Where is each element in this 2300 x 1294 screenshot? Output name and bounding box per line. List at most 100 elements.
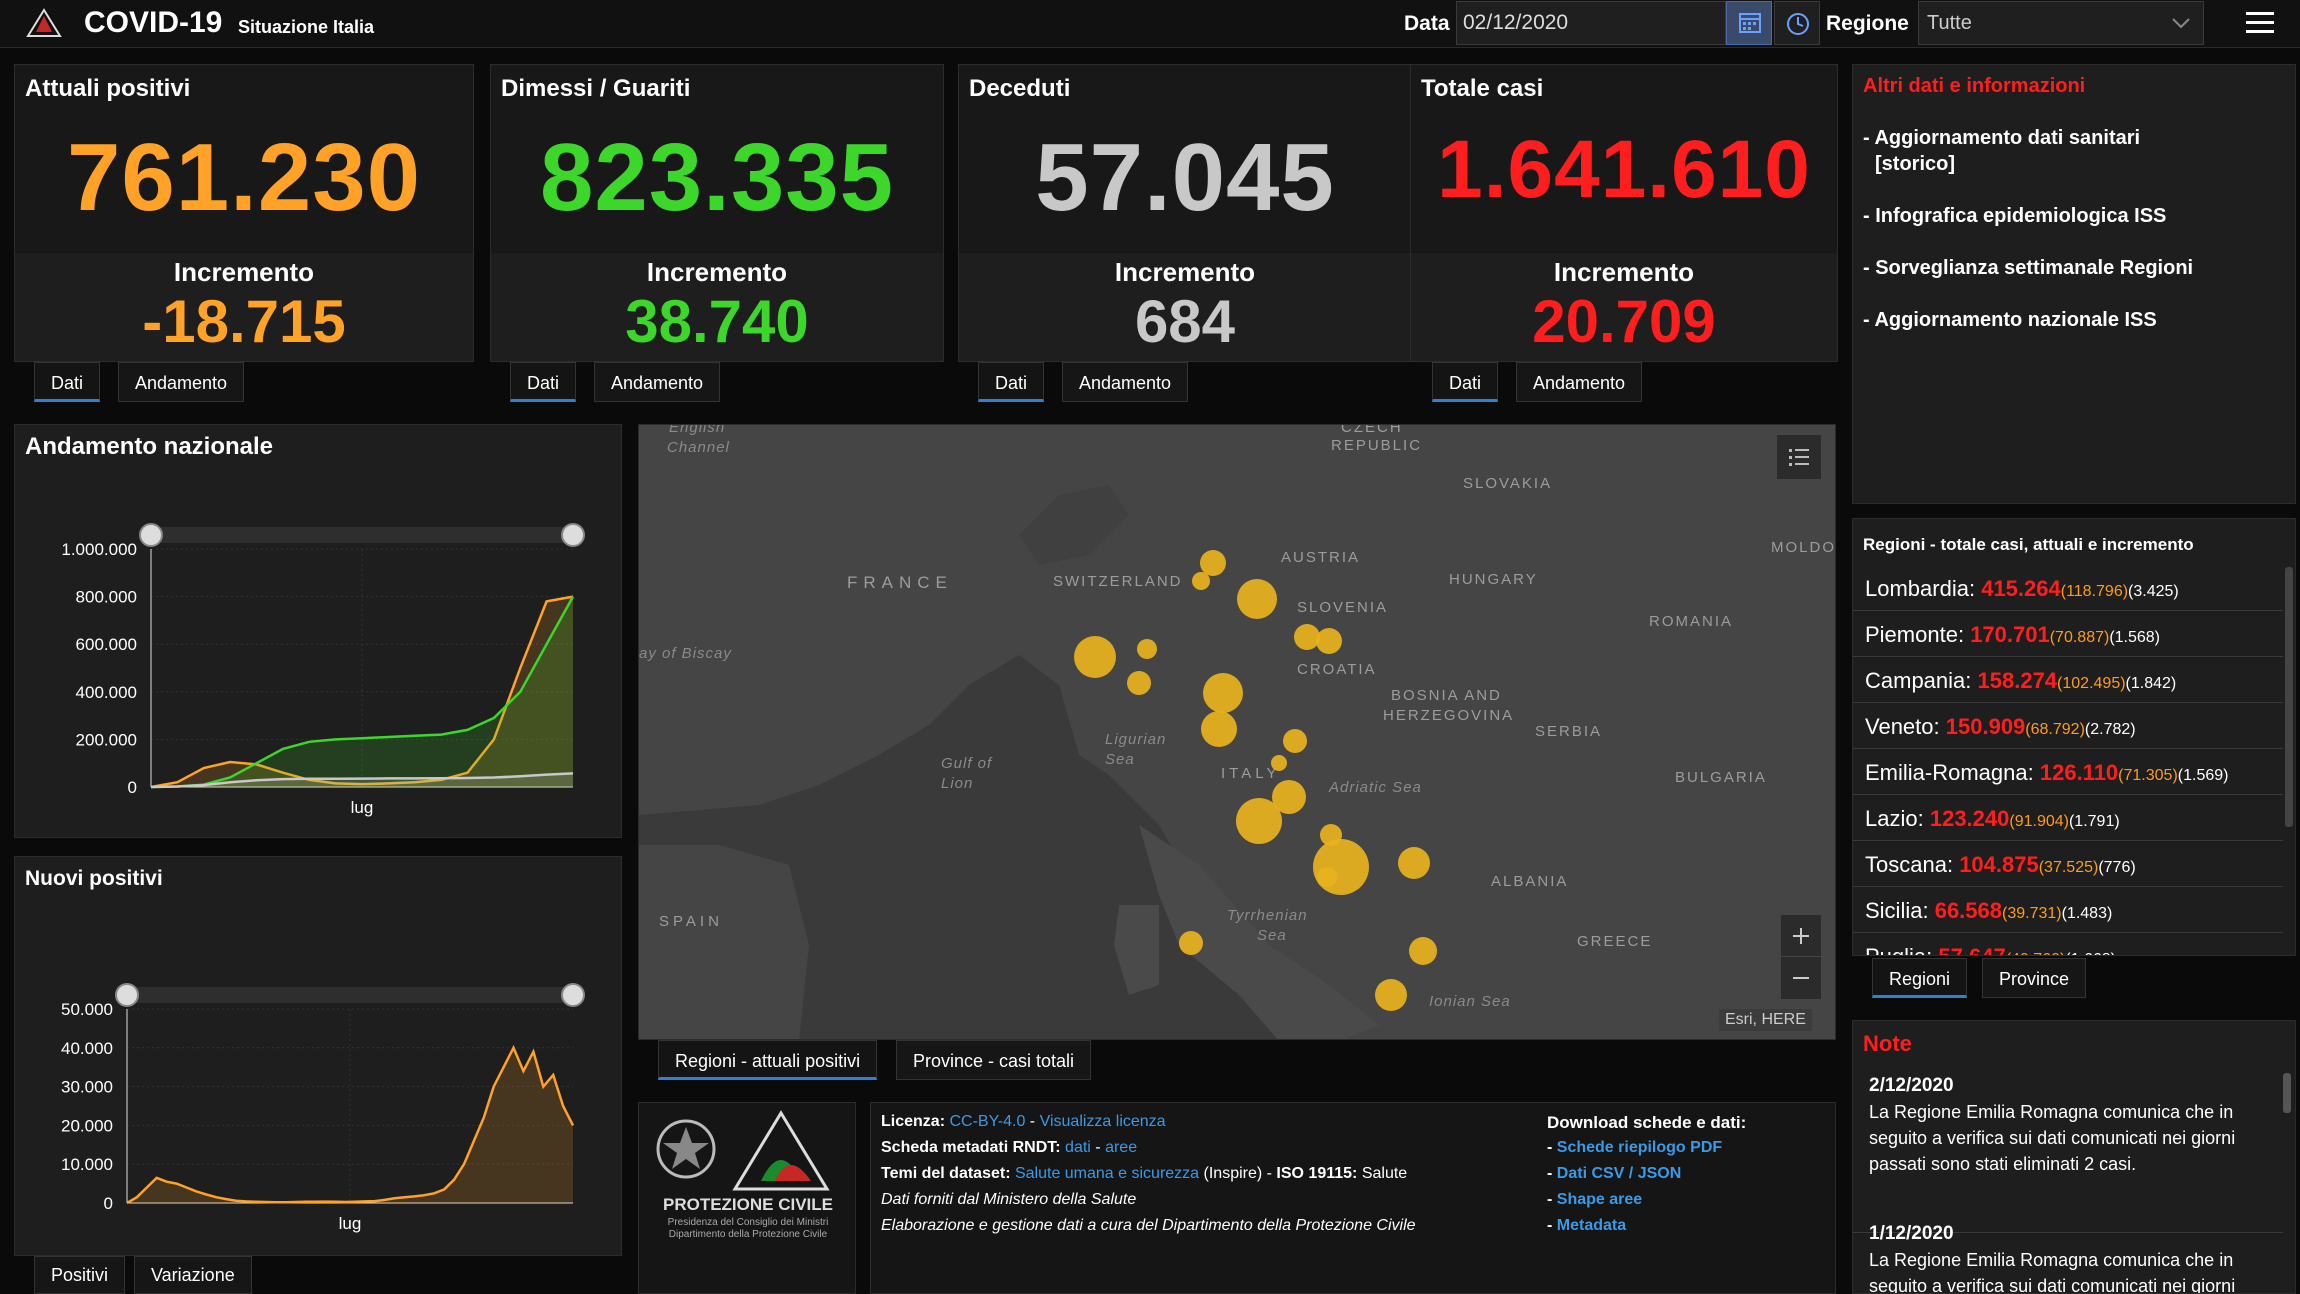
region-bubble[interactable] bbox=[1409, 937, 1437, 965]
download-title: Download schede e dati: bbox=[1547, 1113, 1747, 1132]
series-line[interactable] bbox=[150, 595, 574, 789]
tab-andamento[interactable]: Andamento bbox=[1062, 362, 1189, 402]
map-label-moldova: MOLDO bbox=[1771, 539, 1836, 556]
tab-positivi[interactable]: Positivi bbox=[34, 1256, 126, 1294]
region-row[interactable]: Piemonte: 170.701(70.887)(1.568) bbox=[1853, 613, 2283, 657]
download-shape: - Shape aree bbox=[1547, 1191, 1643, 1208]
andamento-nazionale-panel: Andamento nazionale 1.000.000 800.000 600.… bbox=[14, 424, 622, 838]
region-row[interactable]: Puglia: 57.647(40.760)(1.668) bbox=[1853, 935, 2283, 955]
tab-province-totali[interactable]: Province - casi totali bbox=[896, 1040, 1092, 1080]
region-bubble[interactable] bbox=[1179, 931, 1203, 955]
download-csv-link[interactable]: Dati CSV / JSON bbox=[1556, 1165, 1682, 1182]
tab-dati[interactable]: Dati bbox=[34, 362, 101, 402]
y-tick-label: 30.000 bbox=[61, 1078, 113, 1097]
download-pdf-link[interactable]: Schede riepilogo PDF bbox=[1556, 1139, 1723, 1156]
region-bubble[interactable] bbox=[1137, 639, 1157, 659]
tab-regioni[interactable]: Regioni bbox=[1872, 958, 1968, 998]
info-link-sorveglianza[interactable]: - Sorveglianza settimanale Regioni bbox=[1863, 257, 2194, 279]
region-bubble[interactable] bbox=[1200, 550, 1226, 576]
download-metadata-link[interactable]: Metadata bbox=[1556, 1217, 1627, 1234]
info-link-storico[interactable]: [storico] bbox=[1875, 153, 1955, 175]
tab-andamento[interactable]: Andamento bbox=[118, 362, 245, 402]
region-row[interactable]: Emilia-Romagna: 126.110(71.305)(1.569) bbox=[1853, 751, 2283, 795]
region-increment: (1.668) bbox=[2065, 951, 2116, 955]
region-bubble[interactable] bbox=[1313, 839, 1369, 895]
map-legend-button[interactable] bbox=[1777, 435, 1821, 479]
tab-andamento[interactable]: Andamento bbox=[1516, 362, 1643, 402]
range-end-handle[interactable] bbox=[561, 523, 585, 547]
protezione-civile-logo-icon bbox=[732, 1110, 830, 1191]
series-line[interactable] bbox=[150, 595, 575, 789]
date-input[interactable]: 02/12/2020 bbox=[1456, 1, 1726, 45]
calendar-button[interactable] bbox=[1726, 1, 1772, 45]
region-bubble[interactable] bbox=[1375, 979, 1407, 1011]
info-link-iss[interactable]: - Aggiornamento nazionale ISS bbox=[1863, 309, 2157, 331]
region-positive: (37.525) bbox=[2038, 859, 2099, 876]
region-bubble[interactable] bbox=[1203, 673, 1243, 713]
range-start-handle[interactable] bbox=[139, 523, 163, 547]
view-license-link[interactable]: Visualizza licenza bbox=[1039, 1113, 1166, 1130]
region-bubble[interactable] bbox=[1127, 671, 1151, 695]
region-row[interactable]: Toscana: 104.875(37.525)(776) bbox=[1853, 843, 2283, 887]
tab-dati[interactable]: Dati bbox=[978, 362, 1045, 402]
region-bubble[interactable] bbox=[1074, 636, 1116, 678]
series-line[interactable] bbox=[150, 772, 574, 789]
range-start-handle[interactable] bbox=[115, 983, 139, 1007]
region-bubble[interactable] bbox=[1398, 847, 1430, 879]
x-tick-label: lug bbox=[339, 1214, 362, 1233]
region-bubble[interactable] bbox=[1192, 572, 1210, 590]
region-bubble[interactable] bbox=[1271, 755, 1287, 771]
region-row[interactable]: Sicilia: 66.568(39.731)(1.483) bbox=[1853, 889, 2283, 933]
download-shape-link[interactable]: Shape aree bbox=[1556, 1191, 1643, 1208]
regions-scrollbar[interactable] bbox=[2285, 567, 2293, 827]
region-positive: (102.495) bbox=[2057, 675, 2126, 692]
zoom-in-button[interactable] bbox=[1781, 915, 1821, 957]
region-bubble[interactable] bbox=[1317, 867, 1337, 887]
tab-province[interactable]: Province bbox=[1982, 958, 2087, 998]
map-label-romania: ROMANIA bbox=[1649, 613, 1734, 630]
tab-variazione[interactable]: Variazione bbox=[134, 1256, 252, 1294]
region-bubble[interactable] bbox=[1283, 729, 1307, 753]
card-value: 761.230 bbox=[66, 124, 421, 231]
region-row[interactable]: Lombardia: 415.264(118.796)(3.425) bbox=[1853, 567, 2283, 611]
tab-regioni-attuali[interactable]: Regioni - attuali positivi bbox=[658, 1040, 878, 1080]
region-select[interactable]: Tutte bbox=[1918, 1, 2204, 45]
info-link-infografica[interactable]: - Infografica epidemiologica ISS bbox=[1863, 205, 2167, 227]
map-bubbles[interactable] bbox=[639, 425, 1836, 1040]
range-end-handle[interactable] bbox=[561, 983, 585, 1007]
range-slider-track[interactable] bbox=[127, 987, 573, 1003]
zoom-out-button[interactable] bbox=[1781, 957, 1821, 999]
themes-link[interactable]: Salute umana e sicurezza bbox=[1014, 1165, 1200, 1182]
time-button[interactable] bbox=[1774, 1, 1820, 45]
card-value: 57.045 bbox=[1035, 124, 1335, 231]
license-link[interactable]: CC-BY-4.0 bbox=[949, 1113, 1026, 1130]
series-line[interactable] bbox=[126, 1044, 575, 1205]
protezione-civile-logo-icon bbox=[26, 8, 62, 37]
metadata-aree-link[interactable]: aree bbox=[1105, 1139, 1138, 1156]
info-link-sanitari[interactable]: - Aggiornamento dati sanitari bbox=[1863, 127, 2141, 149]
regions-list[interactable]: Lombardia: 415.264(118.796)(3.425) Piemon… bbox=[1853, 567, 2283, 955]
tab-andamento[interactable]: Andamento bbox=[594, 362, 721, 402]
notes-scrollbar[interactable] bbox=[2283, 1073, 2291, 1113]
region-row[interactable]: Veneto: 150.909(68.792)(2.782) bbox=[1853, 705, 2283, 749]
themes-line: Temi del dataset: Salute umana e sicurez… bbox=[881, 1165, 1407, 1183]
nuovi-chart[interactable]: 50.000 40.000 30.000 20.000 10.000 0 lug bbox=[15, 907, 621, 1247]
tab-dati[interactable]: Dati bbox=[510, 362, 577, 402]
region-bubble[interactable] bbox=[1316, 628, 1342, 654]
menu-button[interactable] bbox=[2244, 8, 2276, 38]
card-increment-value: 684 bbox=[1134, 288, 1236, 355]
range-slider-track[interactable] bbox=[151, 527, 573, 543]
x-tick-label: lug bbox=[351, 798, 374, 817]
andamento-chart[interactable]: 1.000.000 800.000 600.000 400.000 200.000 0 lu… bbox=[15, 475, 621, 835]
region-row[interactable]: Lazio: 123.240(91.904)(1.791) bbox=[1853, 797, 2283, 841]
map-view[interactable]: English Channel FRANCE SWITZERLAND AUSTR… bbox=[638, 424, 1836, 1040]
region-bubble[interactable] bbox=[1294, 624, 1320, 650]
region-bubble[interactable] bbox=[1201, 711, 1237, 747]
region-bubble[interactable] bbox=[1237, 579, 1277, 619]
region-bubble[interactable] bbox=[1236, 798, 1282, 844]
metadata-dati-link[interactable]: dati bbox=[1065, 1139, 1091, 1156]
themes-label: Temi del dataset: bbox=[881, 1165, 1011, 1182]
tab-dati[interactable]: Dati bbox=[1432, 362, 1499, 402]
region-bubble[interactable] bbox=[1272, 780, 1306, 814]
region-row[interactable]: Campania: 158.274(102.495)(1.842) bbox=[1853, 659, 2283, 703]
